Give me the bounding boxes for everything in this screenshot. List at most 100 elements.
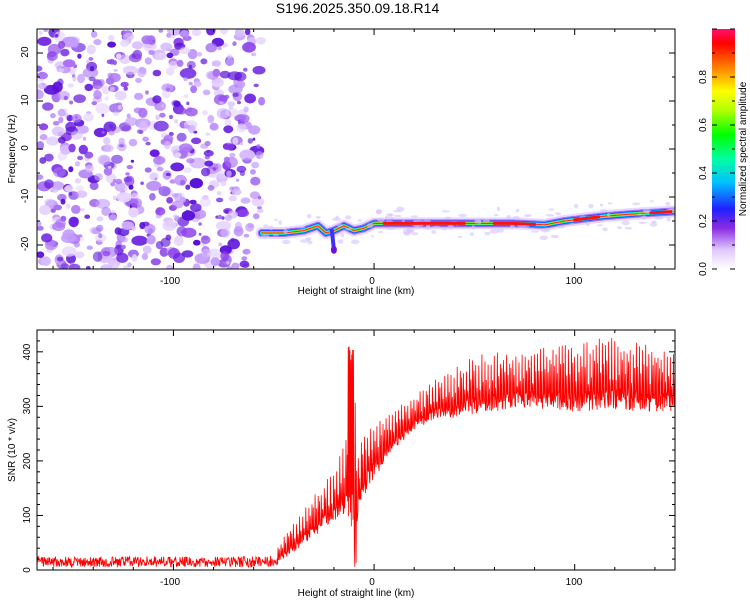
noise-speckle: [244, 93, 256, 104]
ridge-speckle: [306, 237, 311, 242]
noise-speckle: [174, 119, 179, 124]
noise-speckle: [161, 104, 165, 108]
ridge-speckle: [555, 212, 562, 216]
noise-speckle: [173, 235, 184, 247]
noise-speckle: [60, 48, 70, 57]
snr-line: [37, 338, 675, 569]
noise-speckle: [50, 181, 65, 191]
noise-speckle: [232, 92, 239, 97]
noise-speckle: [188, 81, 193, 86]
noise-speckle: [219, 100, 224, 105]
noise-speckle: [181, 227, 197, 238]
ridge-speckle: [300, 239, 308, 243]
spectrogram-panel: -100 0 100 20 10 0 -10 -20 Height of str…: [7, 28, 676, 297]
ridge-speckle: [596, 224, 604, 227]
ridge-speckle: [432, 225, 441, 229]
noise-speckle: [206, 29, 216, 36]
noise-speckle: [61, 246, 77, 257]
noise-speckle: [258, 96, 266, 106]
noise-speckle: [227, 101, 235, 107]
noise-speckle: [189, 199, 197, 205]
noise-speckle: [212, 68, 221, 77]
noise-speckle: [251, 197, 265, 207]
noise-speckle: [256, 144, 261, 149]
ridge-speckle: [332, 217, 342, 222]
noise-speckle: [218, 242, 223, 247]
noise-speckle: [60, 263, 69, 269]
noise-speckle: [51, 136, 56, 142]
ridge-speckle: [402, 229, 410, 235]
noise-speckle: [68, 263, 81, 269]
noise-speckle: [219, 29, 229, 35]
noise-speckle: [44, 153, 54, 162]
noise-speckle: [110, 209, 116, 214]
noise-speckle: [84, 83, 94, 92]
noise-speckle: [240, 142, 244, 146]
noise-speckle: [243, 233, 250, 238]
noise-speckle: [88, 76, 96, 82]
noise-speckle: [146, 180, 162, 191]
ridge-speckle: [441, 227, 447, 231]
noise-speckle: [204, 160, 214, 167]
ridge-speckle: [600, 209, 608, 213]
noise-speckle: [155, 114, 160, 121]
noise-speckle: [149, 193, 156, 201]
noise-speckle: [89, 181, 99, 191]
noise-speckle: [179, 47, 191, 55]
noise-speckle: [216, 191, 222, 196]
noise-speckle: [251, 161, 260, 169]
noise-speckle: [142, 245, 152, 254]
noise-speckle: [228, 195, 237, 202]
noise-speckle: [199, 197, 211, 207]
x-tick-label: 100: [566, 577, 583, 588]
noise-speckle: [154, 101, 166, 111]
noise-speckle: [156, 166, 164, 172]
x-axis-title: Height of straight line (km): [298, 588, 415, 599]
colorbar: 0.0 0.2 0.4 0.6 0.8 Normalized spectral …: [698, 28, 749, 276]
noise-speckle: [122, 32, 135, 41]
noise-speckle: [37, 89, 44, 100]
noise-speckle: [148, 228, 153, 234]
noise-speckle: [201, 248, 212, 258]
noise-speckle: [193, 239, 201, 246]
noise-speckle: [128, 74, 133, 78]
noise-speckle: [108, 130, 115, 136]
ridge-speckle: [345, 227, 352, 231]
noise-speckle: [74, 178, 82, 184]
ridge-speckle: [550, 234, 560, 239]
noise-speckle: [95, 198, 111, 209]
frequency-ridge: [255, 200, 675, 254]
noise-speckle: [120, 39, 130, 47]
noise-speckle: [41, 233, 53, 243]
noise-speckle: [116, 252, 129, 263]
noise-speckle: [50, 113, 56, 119]
noise-speckle: [125, 117, 138, 126]
noise-speckle: [96, 224, 104, 232]
dip-feature-blob: [330, 245, 337, 254]
y-tick-label: 10: [20, 94, 31, 106]
noise-speckle: [216, 197, 224, 203]
noise-speckle: [126, 165, 133, 170]
noise-speckle: [119, 54, 131, 64]
noise-speckle: [94, 173, 103, 181]
noise-speckle: [71, 204, 81, 214]
noise-speckle: [168, 131, 174, 137]
ridge-speckle: [607, 212, 611, 217]
noise-speckle: [171, 200, 184, 209]
noise-speckle: [212, 60, 221, 67]
noise-speckle: [239, 149, 256, 161]
x-axis-title: Height of straight line (km): [298, 286, 415, 297]
noise-speckle: [134, 92, 144, 100]
noise-speckle: [101, 113, 105, 117]
ridge-speckle: [306, 214, 312, 219]
noise-speckle: [123, 86, 128, 91]
ridge-speckle: [357, 219, 362, 222]
ridge-speckle: [458, 235, 463, 239]
ridge-speckle: [638, 221, 647, 224]
noise-speckle: [131, 254, 138, 262]
noise-speckle: [107, 165, 112, 169]
ridge-speckle: [641, 215, 647, 221]
noise-speckle: [139, 222, 146, 230]
ridge-speckle: [263, 224, 269, 228]
ridge-speckle: [512, 215, 520, 221]
